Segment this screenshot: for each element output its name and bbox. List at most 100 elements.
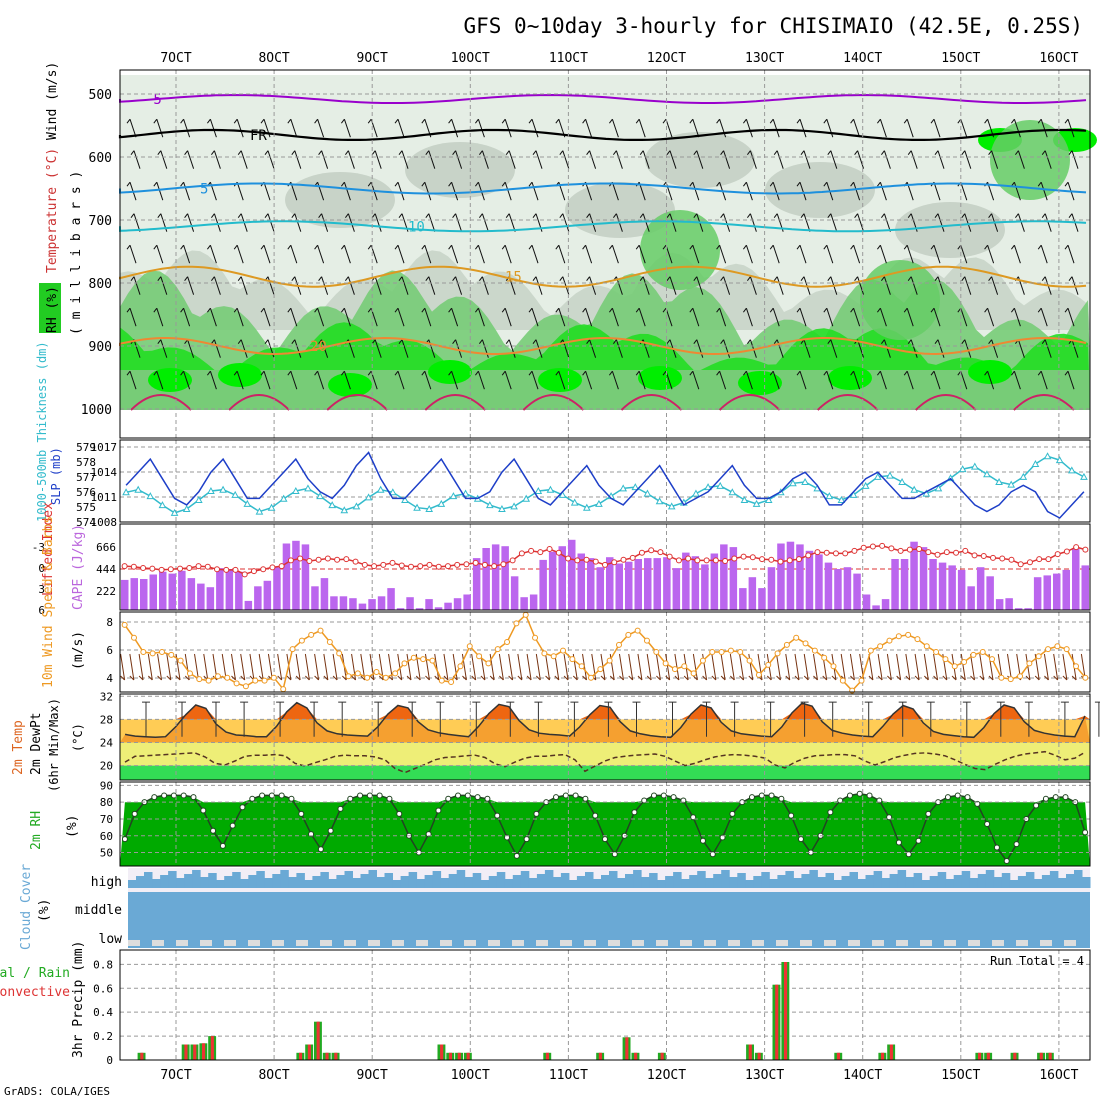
cloud-high-bar [929,876,939,888]
isotherm-label: 15 [505,270,522,286]
cape-bar [482,548,490,610]
cloud-high-bar [296,873,305,888]
cape-bar [872,605,880,610]
lifted-index-line-point [1073,544,1080,551]
cape-bar [491,544,500,610]
cape-bar [510,576,519,610]
slp-tick: 1014 [91,466,118,479]
cloud-high-bar [384,873,393,888]
wind-barb [582,244,593,264]
rh-line-point [895,839,902,846]
thickness-line-point [546,485,555,493]
wind-barb [528,307,539,327]
surface-wind-barb [914,653,920,681]
precip-convective-bar [440,1044,444,1060]
wind-barb [211,213,221,232]
rh-cloud [765,162,875,218]
wind-barb [1041,339,1052,358]
rh-line-point [1082,829,1089,836]
wind-barb [157,276,168,295]
cape-bar [273,567,281,610]
wind-speed-unit: (m/s) [71,631,86,670]
wind-speed-line-point [345,673,352,680]
wind-barb [1037,181,1048,201]
cape-bar [415,608,424,610]
precip-convective-bar [193,1044,197,1060]
precip-convective-bar [634,1052,638,1060]
lifted-index-line-point [352,558,359,565]
below-ground [120,410,1090,438]
rh-line-point [180,792,187,799]
wind-speed-line-point [364,674,371,681]
wind-barb [907,276,918,295]
lifted-index-line-point [241,571,248,578]
wind-barb [877,118,887,138]
rh-line-point [396,810,403,817]
cape-bar [891,559,899,610]
wind-barb [934,150,945,169]
surface-wind-barb [960,653,966,681]
wind-barb [609,307,619,327]
rh-line-point [366,792,373,799]
cloud-high-bar [969,878,979,888]
wind-barb [823,370,834,390]
cape-bar [929,559,937,610]
cloud-high-bar [649,873,658,888]
wind-speed-line-point [560,647,567,654]
rh-line-point [219,842,226,849]
wind-speed-line-point [308,631,315,638]
rh-line-point [1013,841,1020,848]
thickness-line-point [279,494,288,502]
cloud-cover-ylabel: Cloud Cover [19,864,34,950]
cloud-high-bar [280,870,289,888]
wind-barb [582,307,593,327]
cape-ylabel: CAPE (J/kg) [71,524,86,610]
precip-convective-bar [466,1052,470,1060]
thickness-line-point [825,492,834,500]
cape-bar [121,579,129,610]
rh-line-point [553,794,560,801]
wind-barb [532,150,543,169]
wind-barb [448,307,459,327]
thickness-line-point [231,490,240,498]
wind-speed-line-point [196,676,203,683]
cape-bar [853,573,861,610]
cloud-high-bar [825,873,834,888]
cloud-high-bar [520,871,530,888]
thickness-line-point [861,481,870,489]
surface-wind-barb [535,653,541,681]
cape-bar [815,554,823,610]
cape-bar [244,600,253,610]
wind-barb [988,339,999,358]
wind-barb [582,370,593,390]
lifted-index-line-point [934,551,941,558]
wind-barb [689,307,700,327]
thickness-line-point [983,470,991,478]
rh-legend-swatch [39,283,61,333]
wind-speed-line-point [140,649,147,655]
wind-speed-line-point [1054,643,1061,650]
wind-barb [1037,244,1048,264]
thickness-line-point [146,492,155,500]
cape-bar [710,553,719,610]
thickness-line-point [485,501,494,509]
rh-line-point [474,794,481,801]
wind-barb [796,118,807,138]
wind-barb [720,213,731,232]
rh-line-point [778,795,785,802]
cape-bar [881,599,890,610]
cape-bar [197,583,205,610]
wind-speed-line-point [336,650,343,657]
wind-speed-line-point [429,657,436,664]
cloud-low-gap [224,940,236,946]
wind-barb [180,370,191,390]
rh-spot [638,366,682,390]
rh-line-point [298,810,305,817]
cloud-high-bar [849,872,858,888]
rh-line-point [435,807,442,814]
wind-speed-line-point [634,627,641,634]
wind-barb [184,276,195,295]
lifted-index-line-point [491,563,498,570]
wind-barb [877,370,887,390]
